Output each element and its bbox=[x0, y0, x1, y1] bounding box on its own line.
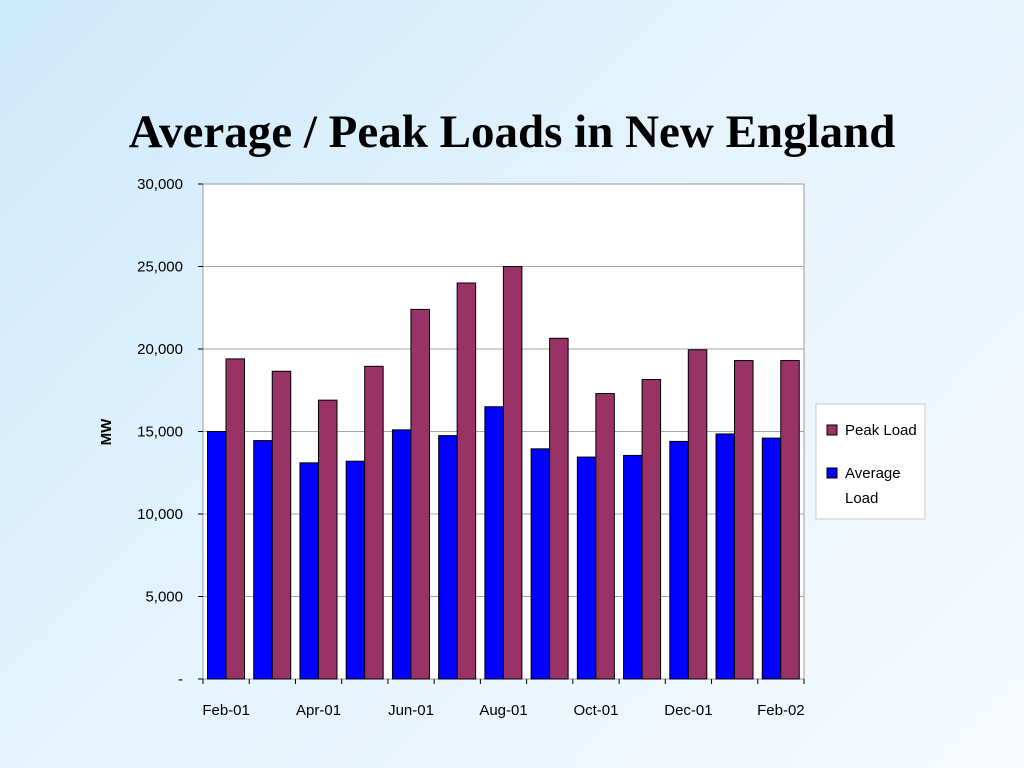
average-load-bar bbox=[207, 431, 227, 680]
y-tick-label: 15,000 bbox=[137, 424, 183, 441]
y-tick-label: 30,000 bbox=[137, 176, 183, 193]
peak-load-bar bbox=[456, 282, 477, 680]
peak-load-bar bbox=[780, 360, 800, 680]
legend-swatch bbox=[826, 424, 838, 436]
x-tick-label: Feb-02 bbox=[757, 702, 805, 719]
peak-load-bar bbox=[271, 370, 292, 680]
slide-title: Average / Peak Loads in New England bbox=[128, 106, 896, 158]
peak-load-bar bbox=[641, 379, 662, 680]
average-load-bar bbox=[253, 440, 273, 680]
peak-load-bar bbox=[225, 358, 245, 680]
average-load-bar bbox=[391, 429, 412, 680]
peak-load-bar bbox=[734, 360, 754, 680]
legend-box bbox=[815, 403, 926, 520]
peak-load-bar bbox=[549, 337, 569, 680]
legend-items: Peak Load Average Load bbox=[826, 422, 917, 507]
x-tick-label: Feb-01 bbox=[202, 702, 250, 719]
legend: Peak Load Average Load bbox=[815, 403, 926, 520]
average-load-bar bbox=[345, 460, 366, 680]
average-load-bar bbox=[484, 406, 504, 680]
y-axis-label: MW bbox=[98, 418, 115, 445]
peak-load-bar bbox=[410, 308, 430, 680]
average-load-bar bbox=[576, 456, 597, 680]
y-tick-label: 10,000 bbox=[137, 506, 183, 523]
x-tick-label: Aug-01 bbox=[479, 702, 527, 719]
x-tick-label: Dec-01 bbox=[664, 702, 712, 719]
average-load-bar bbox=[669, 440, 689, 680]
peak-load-bar bbox=[687, 349, 708, 680]
peak-load-bar bbox=[364, 365, 384, 680]
x-tick-label: Oct-01 bbox=[573, 702, 618, 719]
y-tick-label: 20,000 bbox=[137, 341, 183, 358]
average-load-bar bbox=[715, 433, 736, 680]
x-tick-label: Jun-01 bbox=[388, 702, 434, 719]
y-tick-label: 25,000 bbox=[137, 259, 183, 276]
legend-label: Peak Load bbox=[845, 422, 917, 439]
peak-load-bar bbox=[595, 393, 615, 680]
average-load-bar bbox=[438, 435, 458, 680]
peak-load-bar bbox=[502, 266, 523, 680]
y-tick-label: 5,000 bbox=[145, 589, 183, 606]
y-tick-label: - bbox=[178, 671, 183, 688]
bars bbox=[207, 266, 800, 680]
average-load-bar bbox=[623, 454, 643, 680]
x-axis-ticks: Feb-01 Apr-01 Jun-01 Aug-01 Oct-01 Dec-01 Feb-… bbox=[202, 679, 805, 719]
average-load-bar bbox=[761, 437, 782, 680]
peak-load-bar bbox=[317, 399, 338, 680]
average-load-bar bbox=[299, 462, 319, 680]
legend-label: Average bbox=[845, 465, 901, 482]
legend-label: Load bbox=[845, 490, 878, 507]
average-load-bar bbox=[530, 448, 551, 680]
x-tick-label: Apr-01 bbox=[296, 702, 341, 719]
y-axis-ticks: - 5,000 10,000 15,000 20,000 25,000 30,000 bbox=[137, 176, 203, 688]
legend-swatch bbox=[826, 467, 838, 479]
